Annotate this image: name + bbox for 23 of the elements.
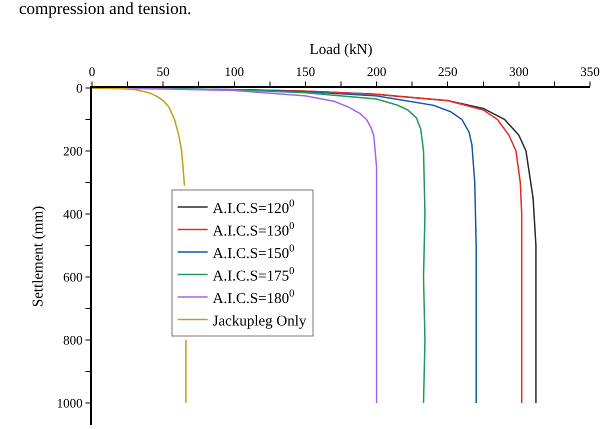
text: compression and tension. — [19, 0, 192, 18]
x-axis-title: Load (kN) — [310, 42, 372, 58]
y-axis-title: Settlement (mm) — [30, 206, 46, 308]
legend-label: A.I.C.S=130$^{0}$ — [212, 221, 294, 240]
x-tick-label: 300 — [509, 64, 529, 80]
legend-label: Jackupleg Only — [212, 313, 307, 330]
y-tick-label: 400 — [63, 206, 83, 222]
y-tick-label: 1000 — [56, 396, 83, 410]
x-tick-label: 200 — [366, 64, 386, 80]
x-tick-label: 100 — [224, 64, 244, 80]
y-tick-label: 200 — [63, 144, 83, 159]
y-tick-label: 800 — [63, 332, 83, 348]
x-tick-label: 0 — [88, 64, 96, 80]
y-tick-label: 600 — [63, 270, 83, 285]
y-tick-label: 0 — [76, 80, 83, 96]
x-tick-label: 50 — [156, 64, 170, 80]
x-tick-label: 350 — [580, 64, 600, 80]
legend-label: A.I.C.S=120$^{0}$ — [212, 198, 294, 217]
x-tick-label: 150 — [296, 64, 316, 80]
x-tick-label: 250 — [438, 64, 458, 80]
legend-label: A.I.C.S=175$^{0}$ — [212, 266, 294, 284]
legend-label: A.I.C.S=150$^{0}$ — [212, 244, 294, 262]
legend-label: A.I.C.S=180$^{0}$ — [212, 288, 294, 307]
